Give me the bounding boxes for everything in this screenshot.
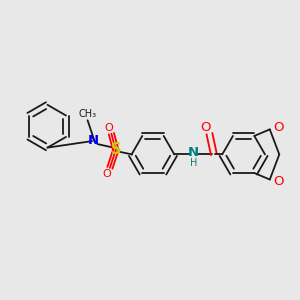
Text: O: O [105,123,113,133]
Text: N: N [188,146,199,159]
Text: O: O [273,175,284,188]
Text: H: H [190,158,197,168]
Text: O: O [273,122,284,134]
Text: CH₃: CH₃ [79,109,97,119]
Text: N: N [88,134,99,147]
Text: S: S [111,142,122,157]
Text: O: O [103,169,111,179]
Text: O: O [201,121,211,134]
